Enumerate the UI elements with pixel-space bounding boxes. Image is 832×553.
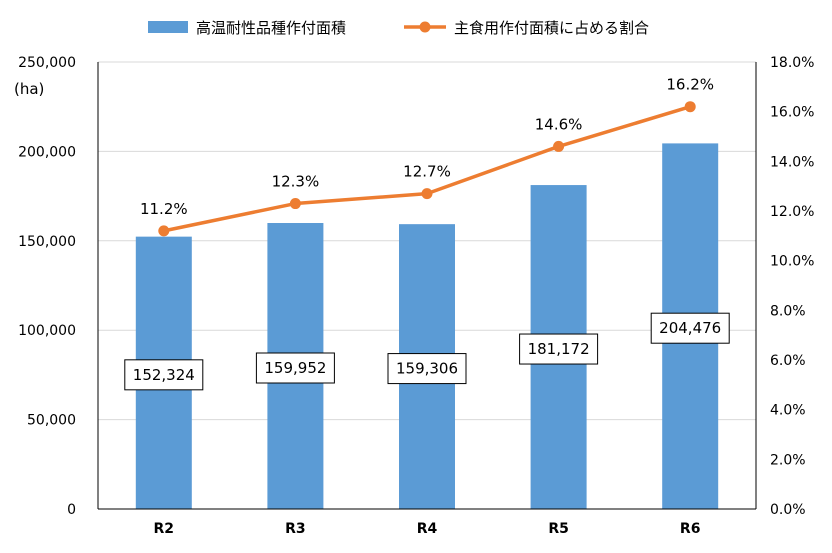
ratio-value-label: 12.3% bbox=[272, 173, 320, 191]
legend-line-marker bbox=[419, 21, 431, 33]
x-tick-label: R5 bbox=[548, 521, 569, 537]
y-left-tick-label: 0 bbox=[67, 502, 76, 518]
y-left-unit-label: (ha) bbox=[14, 80, 44, 98]
y-right-tick-label: 8.0% bbox=[770, 303, 806, 319]
ratio-value-label: 12.7% bbox=[403, 163, 451, 181]
legend-bar-swatch bbox=[148, 21, 188, 33]
y-right-tick-label: 2.0% bbox=[770, 452, 806, 468]
legend-bar-label: 高温耐性品種作付面積 bbox=[196, 19, 346, 37]
bar-value-box bbox=[387, 353, 467, 385]
bar-value-label: 159,952 bbox=[264, 359, 326, 377]
x-tick-label: R4 bbox=[417, 521, 438, 537]
ratio-value-label: 16.2% bbox=[666, 76, 714, 94]
bar-value-box bbox=[650, 312, 730, 344]
ratio-point bbox=[421, 188, 433, 200]
ratio-point bbox=[684, 101, 696, 113]
y-right-tick-label: 0.0% bbox=[770, 502, 806, 518]
y-left-tick-label: 50,000 bbox=[27, 413, 76, 429]
y-right-tick-label: 14.0% bbox=[770, 154, 814, 170]
ratio-value-label: 11.2% bbox=[140, 200, 188, 218]
y-left-tick-label: 100,000 bbox=[18, 323, 76, 339]
data-labels: 152,324 159,952 159,306 181,172 204,476 11.2%… bbox=[124, 76, 730, 391]
x-tick-label: R6 bbox=[680, 521, 701, 537]
bar-value-label: 152,324 bbox=[133, 366, 195, 384]
bar-value-label: 181,172 bbox=[528, 340, 590, 358]
legend: 高温耐性品種作付面積 主食用作付面積に占める割合 bbox=[148, 19, 649, 37]
y-left-tick-label: 250,000 bbox=[18, 55, 76, 71]
bar-value-label: 204,476 bbox=[659, 319, 721, 337]
bar-value-box bbox=[519, 333, 599, 365]
ratio-point bbox=[158, 225, 170, 237]
tick-labels: 0 50,000 100,000 150,000 200,000 250,000 0.0% 2… bbox=[18, 55, 814, 537]
y-right-tick-label: 18.0% bbox=[770, 55, 814, 71]
y-right-tick-label: 12.0% bbox=[770, 204, 814, 220]
ratio-point bbox=[289, 198, 301, 210]
y-right-tick-label: 4.0% bbox=[770, 403, 806, 419]
bar-value-box bbox=[124, 359, 204, 391]
ratio-point bbox=[553, 140, 565, 152]
y-right-tick-label: 10.0% bbox=[770, 254, 814, 270]
legend-line-label: 主食用作付面積に占める割合 bbox=[454, 19, 649, 37]
axes bbox=[97, 62, 757, 510]
x-tick-label: R2 bbox=[154, 521, 175, 537]
bar-value-label: 159,306 bbox=[396, 360, 458, 378]
y-right-tick-label: 6.0% bbox=[770, 353, 806, 369]
y-left-tick-label: 200,000 bbox=[18, 144, 76, 160]
ratio-value-label: 14.6% bbox=[535, 115, 583, 133]
y-right-tick-label: 16.0% bbox=[770, 105, 814, 121]
bar-value-box bbox=[255, 352, 335, 384]
y-left-tick-label: 150,000 bbox=[18, 234, 76, 250]
ratio-line bbox=[158, 101, 696, 237]
x-tick-label: R3 bbox=[285, 521, 306, 537]
